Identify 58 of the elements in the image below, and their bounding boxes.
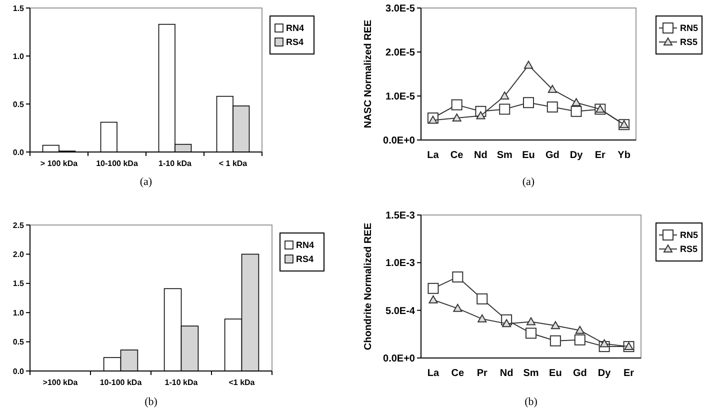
- x-tick-label: Gd: [572, 368, 587, 379]
- legend-label: RN4: [296, 240, 314, 250]
- y-tick-label: 1.0: [12, 52, 25, 61]
- x-tick-label: Dy: [570, 150, 584, 161]
- text: (b): [524, 396, 538, 408]
- y-tick-label: 2.0: [12, 250, 25, 259]
- y-tick-label: 1.5E-3: [386, 210, 416, 222]
- x-tick-label: >100 kDa: [42, 378, 78, 387]
- x-tick-label: Nd: [474, 150, 488, 161]
- x-tick-label: Nd: [500, 368, 514, 379]
- y-tick-label: 0.0E+0: [383, 354, 416, 364]
- x-tick-label: Eu: [549, 368, 562, 379]
- x-tick-label: Dy: [598, 368, 612, 379]
- legend-label: RN5: [680, 23, 698, 34]
- x-tick-label: Ce: [451, 368, 464, 379]
- x-tick-label: Pr: [476, 368, 488, 379]
- text: (a): [522, 176, 535, 188]
- text: (b): [144, 396, 158, 408]
- y-tick-label: 0.0E+0: [383, 136, 416, 146]
- y-tick-label: 2.5: [12, 220, 25, 230]
- x-tick-label: 1-10 kDa: [164, 378, 198, 387]
- y-tick-label: 1.0: [12, 308, 25, 318]
- x-tick-label: Yb: [618, 150, 630, 161]
- y-tick-label: 1.0E-3: [386, 258, 416, 270]
- legend-label: RS5: [680, 37, 698, 48]
- y-tick-label: 5.0E-4: [386, 306, 416, 317]
- legend-label: RN4: [286, 23, 304, 34]
- x-tick-label: < 1 kDa: [218, 159, 248, 168]
- x-tick-label: Gd: [545, 150, 560, 161]
- y-tick-label: 3.0E-5: [386, 4, 416, 14]
- x-tick-label: Ce: [450, 150, 464, 161]
- x-tick-label: 1-10 kDa: [158, 159, 192, 168]
- y-axis-title: NASC Normalized REE: [363, 19, 374, 128]
- x-tick-label: Er: [594, 150, 606, 161]
- legend-label: RN5: [680, 230, 698, 240]
- x-tick-label: 10-100 kDa: [96, 159, 138, 168]
- y-tick-label: 0.0: [12, 366, 25, 376]
- y-tick-label: 2.0E-5: [386, 48, 416, 58]
- y-axis-title: Chondrite Normalized REE: [363, 222, 374, 350]
- x-tick-label: Er: [623, 368, 634, 379]
- y-tick-label: 0.0: [12, 148, 25, 157]
- x-tick-label: <1 kDa: [228, 378, 256, 387]
- y-tick-label: 1.5: [12, 4, 25, 13]
- y-tick-label: 0.5: [12, 338, 25, 347]
- x-tick-label: Eu: [522, 150, 535, 161]
- y-tick-label: 1.0E-5: [386, 92, 416, 102]
- x-tick-label: 10-100 kDa: [100, 378, 142, 387]
- x-tick-label: Sm: [496, 150, 512, 161]
- x-tick-label: > 100 kDa: [40, 159, 78, 168]
- x-tick-label: La: [427, 150, 440, 161]
- legend-label: RS5: [680, 244, 698, 254]
- legend-label: RS4: [286, 37, 304, 48]
- text: (a): [140, 176, 152, 188]
- y-tick-label: 0.5: [12, 100, 25, 109]
- legend-label: RS4: [296, 254, 314, 264]
- x-tick-label: La: [427, 368, 440, 379]
- x-tick-label: Sm: [523, 368, 539, 379]
- y-tick-label: 1.5: [12, 279, 25, 288]
